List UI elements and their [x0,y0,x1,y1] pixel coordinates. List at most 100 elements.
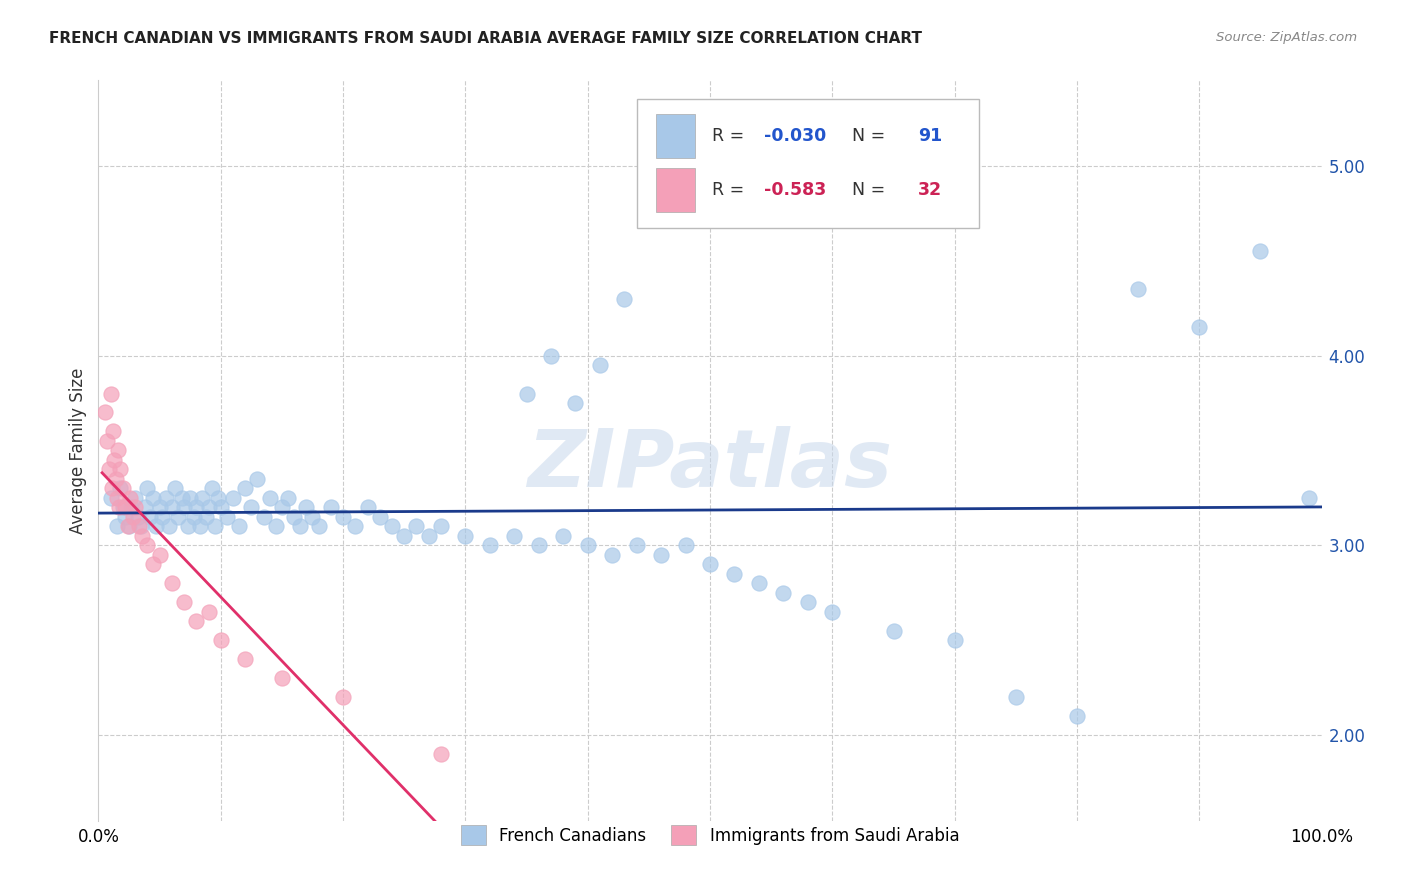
Point [110,482,132,496]
Point [600,548,623,562]
Point [173,595,195,609]
Point [1004,690,1026,705]
Point [165,482,187,496]
Point [100,386,122,401]
Point [104,472,127,486]
Point [675,538,697,552]
Point [723,566,745,581]
Point [259,491,281,505]
Point [110,462,132,476]
Point [228,519,250,533]
Text: -0.583: -0.583 [763,181,827,199]
Point [114,500,136,515]
Point [1066,709,1088,723]
Point [748,576,770,591]
Point [381,519,404,533]
Point [883,624,905,638]
Point [177,519,200,533]
Point [1298,491,1320,505]
Point [142,558,165,572]
Point [160,576,183,591]
Point [1249,244,1271,259]
Point [105,519,128,533]
Point [134,500,156,515]
Point [186,500,208,515]
Point [149,548,172,562]
Y-axis label: Average Family Size: Average Family Size [69,368,87,533]
Legend: French Canadians, Immigrants from Saudi Arabia: French Canadians, Immigrants from Saudi … [453,817,967,853]
Point [186,615,208,629]
Point [252,509,274,524]
Point [332,690,354,705]
FancyBboxPatch shape [637,99,979,228]
Point [167,509,190,524]
Point [264,519,287,533]
Point [139,509,162,524]
Point [478,538,501,552]
Text: -0.030: -0.030 [763,127,827,145]
Point [821,605,844,619]
Text: 32: 32 [918,181,942,199]
Point [103,453,125,467]
Point [576,538,599,552]
Point [155,491,177,505]
Point [233,482,256,496]
Point [191,491,214,505]
Point [173,500,195,515]
Point [149,500,172,515]
Point [93,405,115,419]
Point [564,396,586,410]
Point [454,529,477,543]
Point [111,500,134,515]
Text: N =: N = [841,127,890,145]
Point [201,482,224,496]
Point [188,519,211,533]
Point [503,529,526,543]
Text: R =: R = [713,181,751,199]
Point [100,491,122,505]
Point [1188,320,1211,334]
Point [118,519,141,533]
Point [157,519,180,533]
Point [124,500,146,515]
Point [626,538,648,552]
Point [121,509,143,524]
Point [418,529,440,543]
FancyBboxPatch shape [657,168,696,212]
Point [301,509,323,524]
Point [96,434,118,448]
Point [111,482,134,496]
Point [797,595,820,609]
Point [117,519,139,533]
Point [332,509,354,524]
Point [295,500,318,515]
Point [283,509,305,524]
Point [1128,282,1150,296]
Point [650,548,672,562]
Point [215,509,238,524]
Point [589,358,612,372]
Point [197,605,219,619]
Point [356,500,378,515]
Point [527,538,550,552]
Point [195,509,218,524]
Point [142,491,165,505]
Point [145,519,167,533]
Point [613,292,636,306]
Point [128,519,150,533]
Point [553,529,575,543]
Point [108,500,131,515]
Point [209,500,232,515]
Point [131,529,153,543]
Point [197,500,219,515]
Point [120,500,142,515]
Point [183,509,205,524]
Text: Source: ZipAtlas.com: Source: ZipAtlas.com [1216,31,1357,45]
Point [101,482,124,496]
Point [170,491,193,505]
Point [515,386,537,401]
Point [127,509,149,524]
Point [405,519,427,533]
Point [699,558,721,572]
Point [540,349,562,363]
